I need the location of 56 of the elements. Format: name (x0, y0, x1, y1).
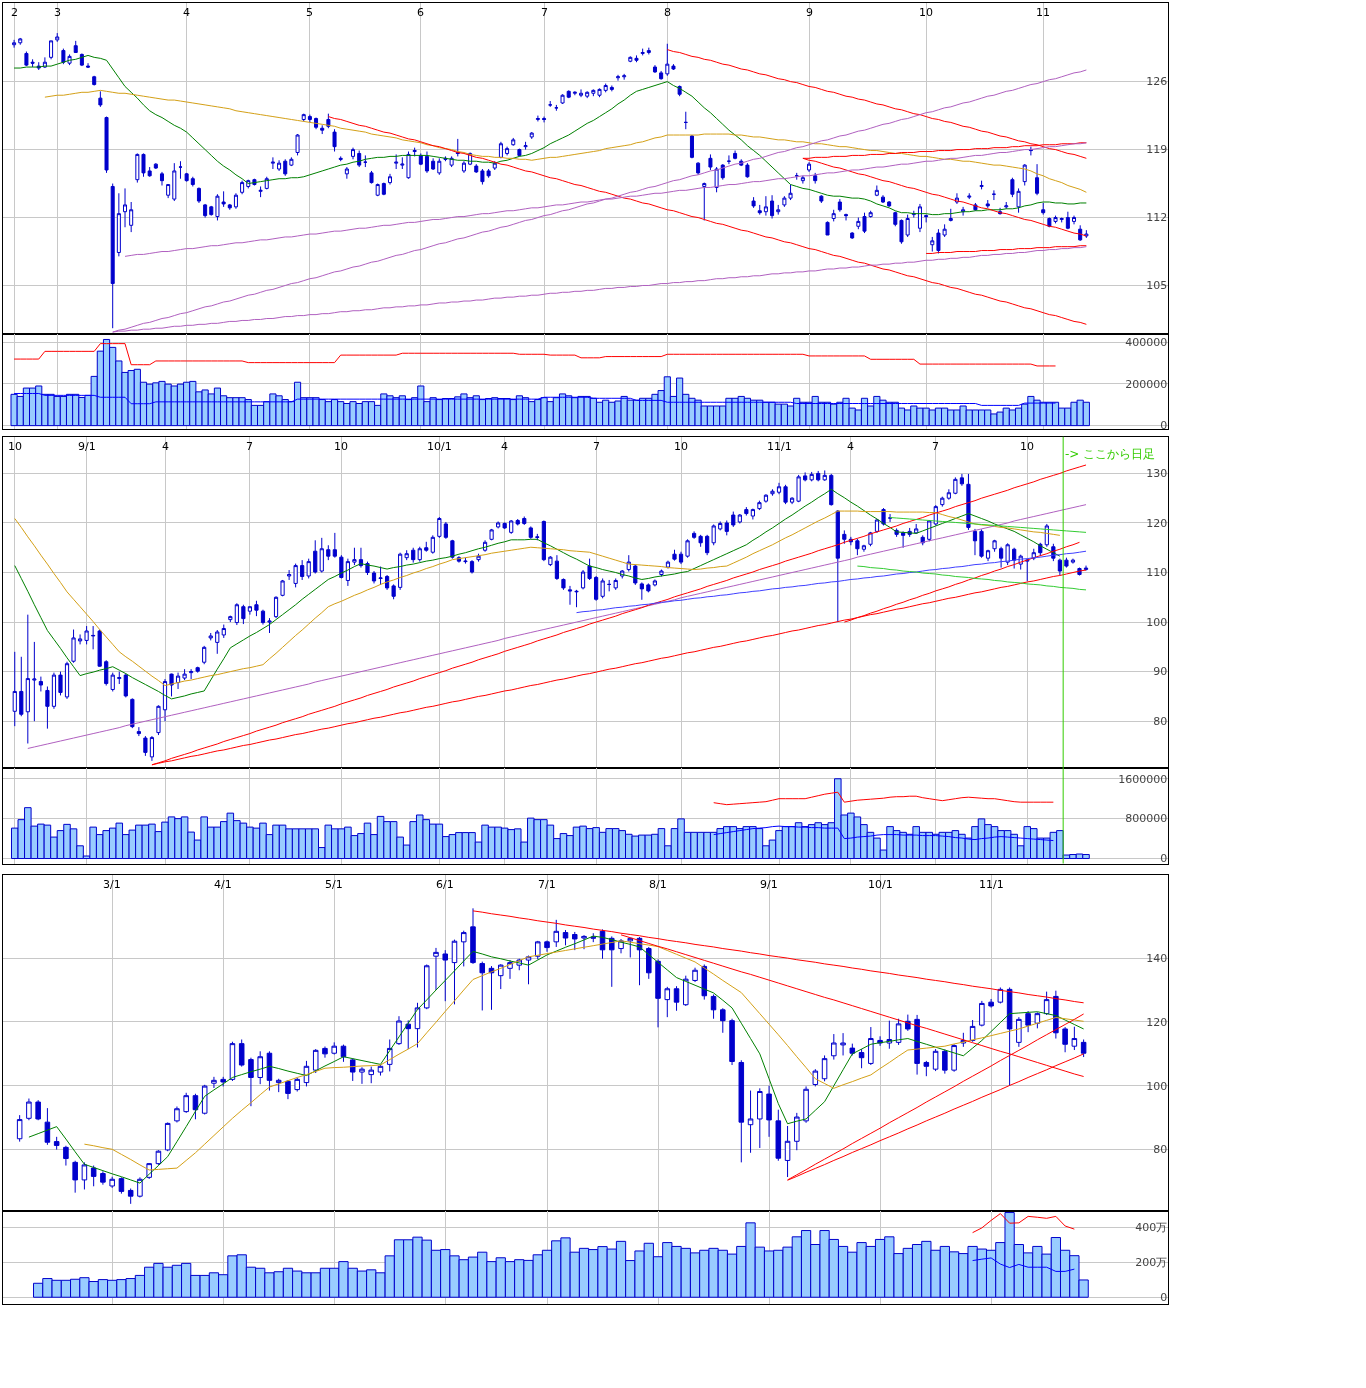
y-tick-label: 400万 (1135, 1221, 1168, 1235)
y-tick-label: 0 (1160, 1291, 1168, 1305)
x-tick-label: 11/1 (979, 878, 1004, 891)
y-tick-label: 105 (1146, 279, 1168, 293)
x-tick-label: 10 (1020, 440, 1034, 453)
x-tick-label: 10/1 (427, 440, 452, 453)
x-tick-label: 5 (306, 6, 313, 19)
x-tick-label: 7 (246, 440, 253, 453)
x-tick-label: 11 (1036, 6, 1050, 19)
y-tick-label: 140 (1146, 951, 1168, 965)
x-tick-label: 7 (593, 440, 600, 453)
y-tick-label: 800000 (1125, 812, 1168, 826)
x-tick-label: 10/1 (868, 878, 893, 891)
x-tick-label: 11/1 (767, 440, 792, 453)
y-tick-label: 110 (1146, 566, 1168, 580)
x-tick-label: 6 (417, 6, 424, 19)
y-tick-label: 0 (1160, 419, 1168, 433)
y-tick-label: 120 (1146, 516, 1168, 530)
x-tick-label: 8 (664, 6, 671, 19)
y-tick-label: 1600000 (1118, 772, 1168, 786)
y-tick-label: 400000 (1125, 336, 1168, 350)
y-tick-label: 100 (1146, 1079, 1168, 1093)
x-tick-label: 10 (674, 440, 688, 453)
x-tick-label: 9/1 (760, 878, 778, 891)
x-tick-label: 5/1 (325, 878, 343, 891)
x-tick-label: 9 (806, 6, 813, 19)
x-tick-label: 7/1 (538, 878, 556, 891)
x-tick-label: 4/1 (214, 878, 232, 891)
x-tick-label: 4 (183, 6, 190, 19)
y-tick-label: 120 (1146, 1015, 1168, 1029)
y-tick-label: 130 (1146, 467, 1168, 481)
y-tick-label: 200万 (1135, 1256, 1168, 1270)
x-tick-label: 10 (919, 6, 933, 19)
x-tick-label: 3 (54, 6, 61, 19)
x-tick-label: 9/1 (78, 440, 96, 453)
x-tick-label: 8/1 (649, 878, 667, 891)
y-tick-label: 112 (1146, 211, 1168, 225)
y-tick-label: 200000 (1125, 377, 1168, 391)
y-tick-label: 80 (1153, 715, 1168, 729)
y-tick-label: 126 (1146, 75, 1168, 89)
x-tick-label: 7 (541, 6, 548, 19)
x-tick-label: 2 (11, 6, 18, 19)
y-tick-label: 119 (1146, 143, 1168, 157)
x-tick-label: 4 (847, 440, 854, 453)
x-tick-label: 10 (8, 440, 22, 453)
y-tick-label: 90 (1153, 665, 1168, 679)
x-tick-label: 10 (334, 440, 348, 453)
x-tick-label: 4 (501, 440, 508, 453)
y-tick-label: 0 (1160, 852, 1168, 866)
annotation: -> ここから日足 (1065, 447, 1156, 461)
x-tick-label: 7 (932, 440, 939, 453)
x-tick-label: 6/1 (436, 878, 454, 891)
x-tick-label: 4 (162, 440, 169, 453)
x-tick-label: 3/1 (103, 878, 121, 891)
y-tick-label: 100 (1146, 615, 1168, 629)
y-tick-label: 80 (1153, 1143, 1168, 1157)
